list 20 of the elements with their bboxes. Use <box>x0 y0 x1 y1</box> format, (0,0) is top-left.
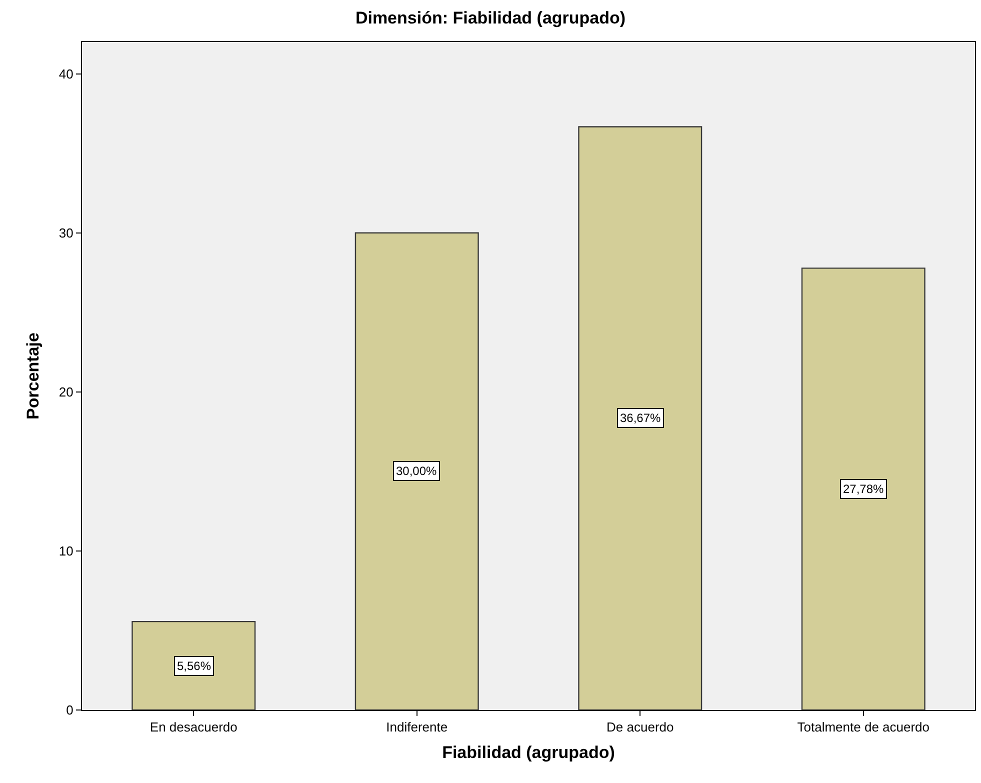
x-tick-label: Totalmente de acuerdo <box>797 720 930 735</box>
y-tick-label: 20 <box>58 384 74 400</box>
bar <box>801 268 926 710</box>
y-axis-title: Porcentaje <box>23 332 42 420</box>
data-label: 5,56% <box>177 659 212 673</box>
bar <box>354 232 479 710</box>
y-tick-label: 40 <box>58 66 74 82</box>
y-tick-label: 10 <box>58 544 74 558</box>
chart-title: Dimensión: Fiabilidad (agrupado) <box>355 8 626 28</box>
data-label: 27,78% <box>843 482 884 496</box>
bar <box>132 620 256 710</box>
data-label: 30,00% <box>396 464 438 478</box>
data-label: 36,67% <box>620 411 662 425</box>
x-tick-label: De acuerdo <box>606 720 674 735</box>
x-tick-label: En desacuerdo <box>150 720 238 735</box>
y-tick-label: 0 <box>66 702 74 718</box>
y-tick-label: 30 <box>58 225 74 240</box>
x-tick-label: Indiferente <box>386 720 448 735</box>
bar <box>578 126 702 710</box>
x-axis-title: Fiabilidad (agrupado) <box>442 743 615 762</box>
